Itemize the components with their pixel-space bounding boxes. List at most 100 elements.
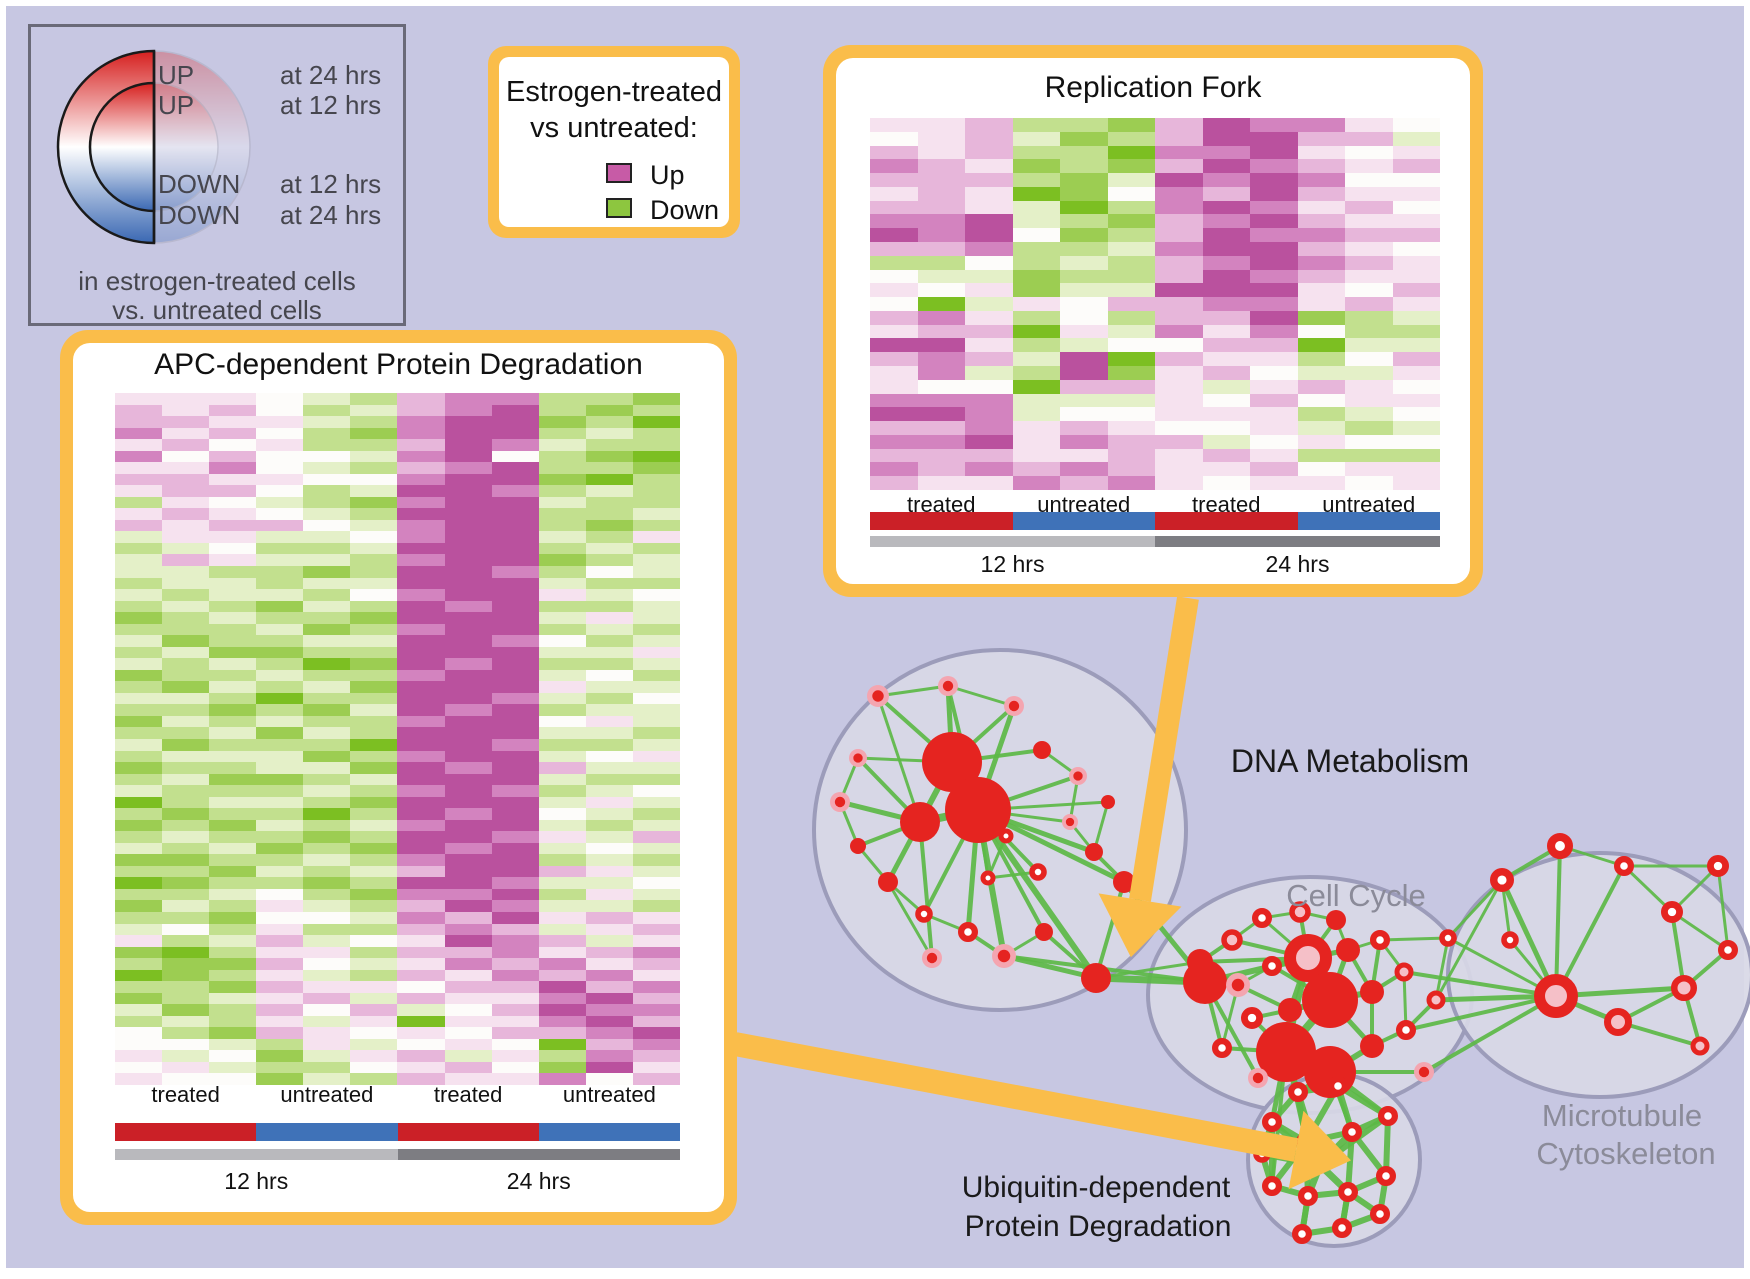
heatmap-cell: [585, 704, 633, 716]
heatmap-cell: [870, 186, 918, 201]
heatmap-cell: [303, 600, 351, 613]
heatmap-cell: [444, 958, 492, 970]
heatmap-cell: [115, 1050, 163, 1062]
heatmap-cell: [538, 635, 586, 647]
heatmap-cell: [444, 450, 492, 463]
heatmap-cell: [585, 796, 633, 809]
heatmap-cell: [444, 646, 492, 659]
heatmap-cell: [256, 854, 304, 866]
heatmap-cell: [1250, 255, 1298, 270]
heatmap-cell: [303, 1015, 351, 1028]
heatmap-cell: [1345, 173, 1393, 187]
heatmap-cell: [303, 393, 351, 405]
heatmap-cell: [209, 1061, 257, 1074]
heatmap-cell: [632, 404, 680, 417]
heatmap-cell: [162, 1061, 210, 1074]
heatmap-cell: [632, 1050, 680, 1062]
heatmap-cell: [632, 1015, 680, 1028]
heatmap-cell: [256, 750, 304, 763]
heatmap-cell: [1060, 173, 1108, 187]
heatmap-cell: [162, 739, 210, 751]
heatmap-cell: [1202, 352, 1250, 366]
bar-12hrs: [115, 1149, 398, 1160]
heatmap-cell: [585, 739, 633, 751]
heatmap-cell: [303, 785, 351, 797]
heatmap-cell: [256, 1061, 304, 1074]
heatmap-cell: [491, 531, 539, 543]
heatmap-cell: [256, 704, 304, 716]
heatmap-cell: [444, 773, 492, 786]
heatmap-cell: [1012, 255, 1060, 270]
annotation-arrow-shaft: [1129, 596, 1199, 902]
gene-node-solid: [1081, 963, 1111, 993]
heatmap-cell: [1202, 393, 1250, 408]
heatmap-cell: [1012, 269, 1060, 284]
heatmap-cell: [1392, 310, 1440, 325]
heatmap-cell: [965, 200, 1013, 215]
heatmap-cell: [1345, 338, 1393, 353]
heatmap-cell: [256, 1038, 304, 1051]
heatmap-cell: [491, 692, 539, 705]
heatmap-cell: [491, 669, 539, 682]
heatmap-cell: [397, 531, 445, 543]
heatmap-cell: [397, 519, 445, 532]
heatmap-cell: [585, 1050, 633, 1062]
heatmap-cell: [1392, 131, 1440, 146]
heatmap-cell: [303, 566, 351, 578]
heatmap-cell: [1107, 186, 1155, 201]
heatmap-cell: [162, 623, 210, 636]
heatmap-cell: [115, 762, 163, 774]
heatmap-cell: [917, 393, 965, 408]
gene-node-ring-pink: [1690, 1036, 1710, 1056]
gene-node-ring-white: [1287, 1081, 1308, 1102]
heatmap-cell: [965, 283, 1013, 298]
heatmap-cell: [115, 404, 163, 417]
heatmap-cell: [491, 865, 539, 878]
heatmap-cell: [209, 750, 257, 763]
heatmap-cell: [965, 269, 1013, 284]
heatmap-cell: [256, 554, 304, 566]
heatmap-cell: [585, 1073, 633, 1085]
heatmap-cell: [870, 255, 918, 270]
heatmap-cell: [115, 854, 163, 866]
heatmap-cell: [1250, 324, 1298, 339]
heatmap-cell: [209, 1027, 257, 1039]
heatmap-cell: [1060, 476, 1108, 490]
heatmap-cell: [1060, 186, 1108, 201]
heatmap-cell: [538, 739, 586, 751]
heatmap-cell: [209, 427, 257, 440]
heatmap-cell: [350, 1050, 398, 1062]
heatmap-cell: [538, 1061, 586, 1074]
heatmap-cell: [397, 992, 445, 1005]
heatmap-cell: [350, 519, 398, 532]
heatmap-cell: [115, 773, 163, 786]
heatmap-cell: [444, 912, 492, 924]
heatmap-cell: [1202, 297, 1250, 311]
heatmap-cell: [585, 427, 633, 440]
gene-node-ring-white: [1395, 1019, 1416, 1040]
heatmap-cell: [303, 796, 351, 809]
gene-node-ring-white: [1291, 1223, 1312, 1244]
heatmap-cell: [1107, 365, 1155, 380]
heatmap-cell: [397, 958, 445, 970]
heatmap-cell: [350, 715, 398, 728]
heatmap-cell: [209, 715, 257, 728]
heatmap-cell: [303, 531, 351, 543]
heatmap-cell: [632, 692, 680, 705]
heatmap-cell: [1060, 338, 1108, 353]
heatmap-cell: [1060, 200, 1108, 215]
heatmap-cell: [585, 692, 633, 705]
heatmap-cell: [491, 935, 539, 947]
heatmap-cell: [1012, 352, 1060, 366]
heatmap-cell: [491, 704, 539, 716]
heatmap-cell: [1392, 324, 1440, 339]
heatmap-cell: [491, 496, 539, 509]
heatmap-cell: [632, 681, 680, 693]
heatmap-cell: [1155, 159, 1203, 174]
heatmap-cell: [397, 600, 445, 613]
heatmap-cell: [115, 704, 163, 716]
heatmap-cell: [397, 819, 445, 832]
heatmap-cell: [115, 1015, 163, 1028]
heatmap-cell: [256, 842, 304, 855]
heatmap-cell: [115, 462, 163, 474]
